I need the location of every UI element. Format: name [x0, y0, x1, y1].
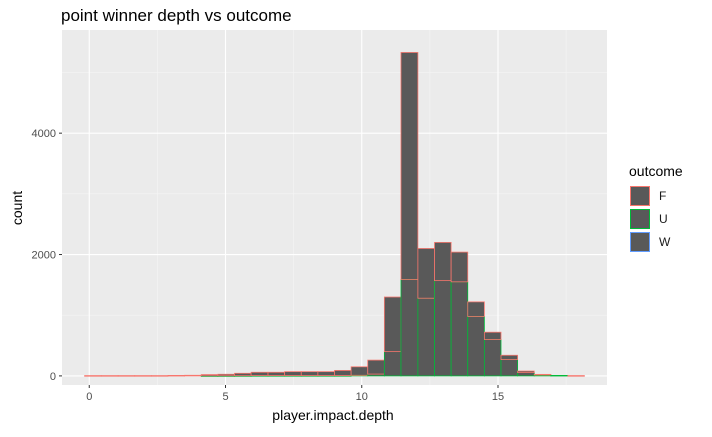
legend-label-f: F: [659, 189, 667, 203]
legend-key-u: [630, 209, 650, 229]
bar-f-16: [350, 366, 369, 376]
bar-f-23: [467, 301, 485, 317]
histogram-bars: [84, 52, 585, 377]
bar-f-8: [217, 373, 235, 377]
legend-label-u: U: [659, 212, 668, 226]
bar-f-10: [250, 371, 269, 376]
bar-u-23: [467, 316, 485, 377]
bar-f-22: [450, 251, 469, 283]
legend-item-f: F: [629, 186, 709, 209]
bar-f-25: [500, 354, 519, 360]
bar-u-26: [517, 372, 535, 377]
x-tick-label: 5: [222, 391, 228, 403]
y-tick-label: 4000: [32, 128, 56, 140]
bar-f-29: [567, 375, 585, 377]
bar-f-3: [134, 375, 152, 377]
bar-u-19: [400, 279, 419, 377]
bar-f-17: [367, 359, 385, 375]
legend-key-f: [630, 186, 650, 206]
legend-item-w: W: [629, 232, 709, 255]
bar-f-4: [150, 375, 169, 377]
bar-u-22: [450, 281, 469, 377]
bar-u-25: [500, 359, 519, 377]
bar-f-26: [517, 370, 535, 373]
bar-f-7: [200, 374, 219, 377]
bar-f-6: [184, 374, 202, 377]
legend-label-w: W: [659, 235, 671, 249]
bar-f-0: [84, 375, 102, 377]
bar-f-24: [483, 331, 502, 340]
bar-f-14: [317, 371, 335, 376]
bar-f-21: [434, 241, 452, 282]
bar-u-21: [434, 280, 452, 377]
bar-u-20: [417, 297, 435, 377]
y-tick-label: 0: [50, 371, 56, 383]
bar-f-15: [334, 370, 352, 376]
bar-u-18: [383, 351, 402, 377]
bar-u-24: [483, 339, 502, 377]
bar-f-9: [234, 372, 252, 377]
legend-key-w: [630, 232, 650, 252]
legend-item-u: U: [629, 209, 709, 232]
bar-f-13: [300, 371, 319, 376]
legend-title: outcome: [629, 163, 683, 179]
x-axis-label: player.impact.depth: [272, 407, 393, 423]
bar-f-1: [100, 375, 119, 377]
y-tick-label: 2000: [32, 250, 56, 262]
bar-f-20: [417, 248, 435, 299]
y-axis-label: count: [9, 191, 25, 225]
x-tick-label: 10: [356, 391, 368, 403]
bar-f-12: [284, 371, 302, 376]
x-tick-label: 0: [86, 391, 92, 403]
bar-f-27: [533, 373, 552, 376]
bar-f-19: [400, 52, 419, 280]
bar-f-5: [167, 375, 186, 377]
bar-f-18: [383, 296, 402, 353]
bar-f-2: [117, 375, 136, 377]
bar-f-11: [267, 371, 286, 376]
plot-panel: [62, 30, 607, 385]
axes: 0 5 10 15 0 2000 4000: [32, 128, 505, 403]
legend: outcome F U W: [629, 163, 709, 255]
chart-title: point winner depth vs outcome: [61, 6, 292, 25]
bar-u-28: [550, 375, 569, 377]
x-tick-label: 15: [492, 391, 504, 403]
